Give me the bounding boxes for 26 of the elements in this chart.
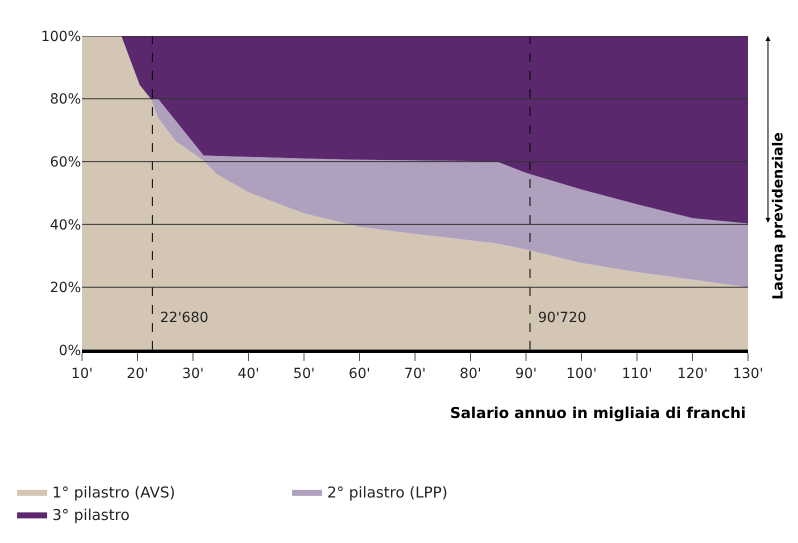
x-tick-label: 20' xyxy=(126,366,148,382)
y-tick-label: 0% xyxy=(58,342,81,359)
y-tick-label: 100% xyxy=(40,28,81,45)
y-tick-label: 40% xyxy=(50,217,81,234)
legend-label: 3° pilastro xyxy=(52,506,130,524)
x-tick-label: 110' xyxy=(622,366,652,382)
x-tick-label: 40' xyxy=(238,366,260,382)
x-tick-label: 10' xyxy=(71,366,93,382)
x-axis-title: Salario annuo in migliaia di franchi xyxy=(450,404,746,422)
x-tick-label: 80' xyxy=(460,366,482,382)
ref-line-label: 22'680 xyxy=(160,310,208,326)
text: Lacuna previdenziale xyxy=(770,132,786,300)
x-tick-label: 50' xyxy=(293,366,315,382)
y-tick-label: 60% xyxy=(50,154,81,170)
x-tick-label: 120' xyxy=(677,366,708,382)
x-tick-label: 100' xyxy=(566,366,597,382)
x-tick-label: 30' xyxy=(182,366,204,382)
x-tick-label: 90' xyxy=(515,366,537,382)
y-tick-label: 80% xyxy=(50,92,81,108)
x-tick-label: 70' xyxy=(404,366,426,382)
ref-line-label: 90'720 xyxy=(538,310,586,326)
legend-label: 2° pilastro (LPP) xyxy=(327,484,448,502)
x-tick-label: 130' xyxy=(732,366,764,382)
y-tick-label: 20% xyxy=(50,280,81,296)
x-tick-label: 60' xyxy=(348,366,370,382)
legend-label: 1° pilastro (AVS) xyxy=(52,484,176,502)
